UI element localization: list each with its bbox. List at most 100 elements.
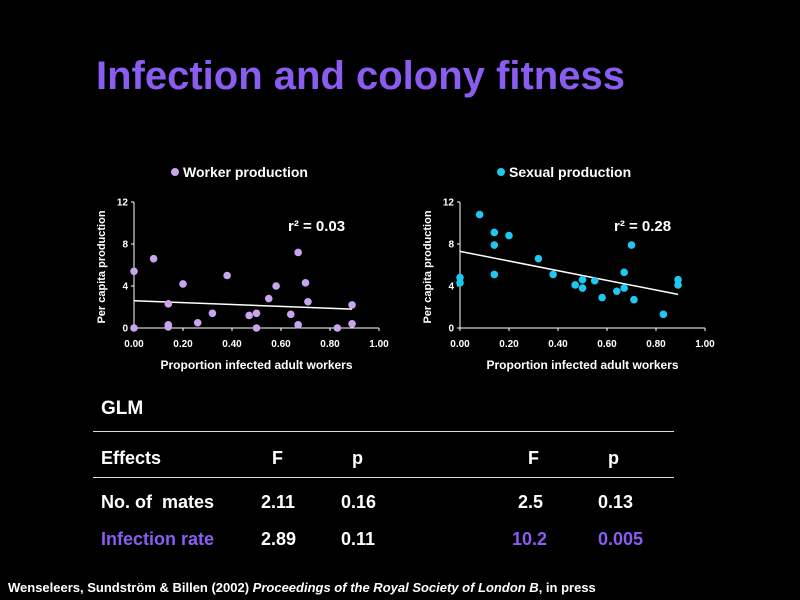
r-squared-annotation: r² = 0.28 (614, 218, 671, 235)
header-effects: Effects (101, 448, 162, 468)
x-tick-label: 0.40 (222, 339, 242, 350)
table-top-rule (93, 431, 674, 432)
header-f-sexual: F (528, 448, 539, 468)
data-point (505, 231, 513, 240)
data-point (287, 310, 295, 319)
row-infection-p-sexual: 0.005 (598, 529, 644, 549)
data-point (272, 282, 280, 290)
data-point (598, 293, 606, 302)
worker-production-chart: Worker production 0 4 8 12 0.00 0.20 0.40 0.60 0.… (90, 155, 410, 380)
data-point (627, 241, 636, 249)
data-point (164, 323, 173, 331)
y-tick-label: 4 (448, 282, 454, 293)
x-tick-label: 0.20 (499, 339, 519, 350)
data-point (264, 294, 273, 303)
row-mates-effect: No. of mates (101, 492, 215, 512)
y-tick-label: 8 (122, 240, 128, 251)
row-mates-f-worker: 2.11 (261, 492, 296, 512)
x-tick-label: 0.00 (450, 339, 470, 350)
data-point (294, 321, 302, 329)
glm-label: GLM (101, 398, 144, 419)
y-axis-label: Per capita production (422, 210, 434, 323)
data-point (590, 276, 599, 285)
data-point (149, 254, 158, 263)
y-tick-label: 0 (122, 324, 128, 335)
x-tick-label: 0.80 (646, 339, 666, 350)
sexual-production-chart: Sexual production 0 4 8 12 0.00 0.20 0.40 0.60 0.… (416, 155, 736, 380)
legend-marker (171, 168, 179, 176)
data-point (659, 310, 668, 319)
legend-marker (497, 168, 505, 176)
x-tick-label: 0.60 (597, 339, 617, 350)
y-axis-label: Per capita production (96, 210, 108, 323)
header-p-sexual: p (608, 448, 619, 468)
citation-suffix: , in press (538, 580, 596, 595)
header-p-worker: p (352, 448, 363, 468)
data-point (630, 295, 638, 304)
table-header-rule (93, 477, 674, 478)
data-point (301, 279, 310, 287)
data-point (549, 270, 557, 279)
data-point (223, 271, 231, 280)
data-point (620, 268, 628, 277)
citation-journal: Proceedings of the Royal Society of Lond… (252, 580, 539, 595)
data-point (490, 228, 499, 237)
data-point (456, 273, 464, 282)
slide-title: Infection and colony fitness (96, 54, 625, 98)
row-mates-p-worker: 0.16 (341, 492, 377, 512)
data-point (613, 287, 621, 296)
row-infection-f-worker: 2.89 (261, 529, 297, 549)
data-point (490, 270, 499, 279)
data-point (475, 210, 484, 219)
header-f-worker: F (272, 448, 283, 468)
data-point (348, 320, 356, 328)
row-mates-p-sexual: 0.13 (598, 492, 634, 512)
data-point (490, 241, 499, 249)
x-tick-label: 1.00 (369, 339, 389, 350)
y-tick-label: 4 (122, 282, 128, 293)
data-point (130, 324, 138, 332)
trend-line (459, 250, 679, 296)
r-squared-annotation: r² = 0.03 (288, 218, 345, 235)
data-point (620, 284, 628, 292)
data-point (571, 281, 579, 289)
data-point (245, 311, 253, 320)
data-point (179, 280, 187, 288)
x-axis-label: Proportion infected adult workers (486, 358, 678, 372)
citation-authors: Wenseleers, Sundström & Billen (2002) (8, 580, 253, 595)
x-tick-label: 0.20 (173, 339, 193, 350)
data-point (164, 300, 173, 308)
data-point (456, 279, 464, 287)
data-point (252, 309, 261, 318)
data-point (578, 275, 587, 284)
data-point (208, 309, 217, 318)
data-point (534, 254, 543, 263)
citation: Wenseleers, Sundström & Billen (2002) Pr… (8, 580, 596, 595)
data-point (294, 248, 302, 257)
x-axis-label: Proportion infected adult workers (160, 358, 352, 372)
data-point (193, 318, 202, 327)
worker-production-plot: Worker production 0 4 8 12 0.00 0.20 0.40 0.60 0.… (96, 164, 389, 372)
row-infection-p-worker: 0.11 (341, 529, 376, 549)
x-tick-label: 1.00 (695, 339, 715, 350)
sexual-production-plot: Sexual production 0 4 8 12 0.00 0.20 0.40 0.60 0.… (422, 164, 715, 372)
data-point (578, 284, 587, 292)
x-tick-label: 0.00 (124, 339, 144, 350)
row-mates-f-sexual: 2.5 (518, 492, 544, 512)
data-point (674, 281, 682, 289)
data-point (304, 297, 312, 306)
data-point (348, 301, 356, 309)
y-tick-label: 0 (448, 324, 454, 335)
x-tick-label: 0.60 (271, 339, 291, 350)
data-point (674, 275, 682, 284)
x-tick-label: 0.40 (548, 339, 568, 350)
legend-label: Worker production (183, 164, 308, 180)
data-point (333, 324, 342, 332)
legend-label: Sexual production (509, 164, 631, 180)
y-tick-label: 12 (117, 198, 129, 209)
y-tick-label: 12 (443, 198, 455, 209)
y-tick-label: 8 (448, 240, 454, 251)
row-infection-f-sexual: 10.2 (512, 529, 548, 549)
row-infection-effect: Infection rate (101, 529, 215, 549)
x-tick-label: 0.80 (320, 339, 340, 350)
